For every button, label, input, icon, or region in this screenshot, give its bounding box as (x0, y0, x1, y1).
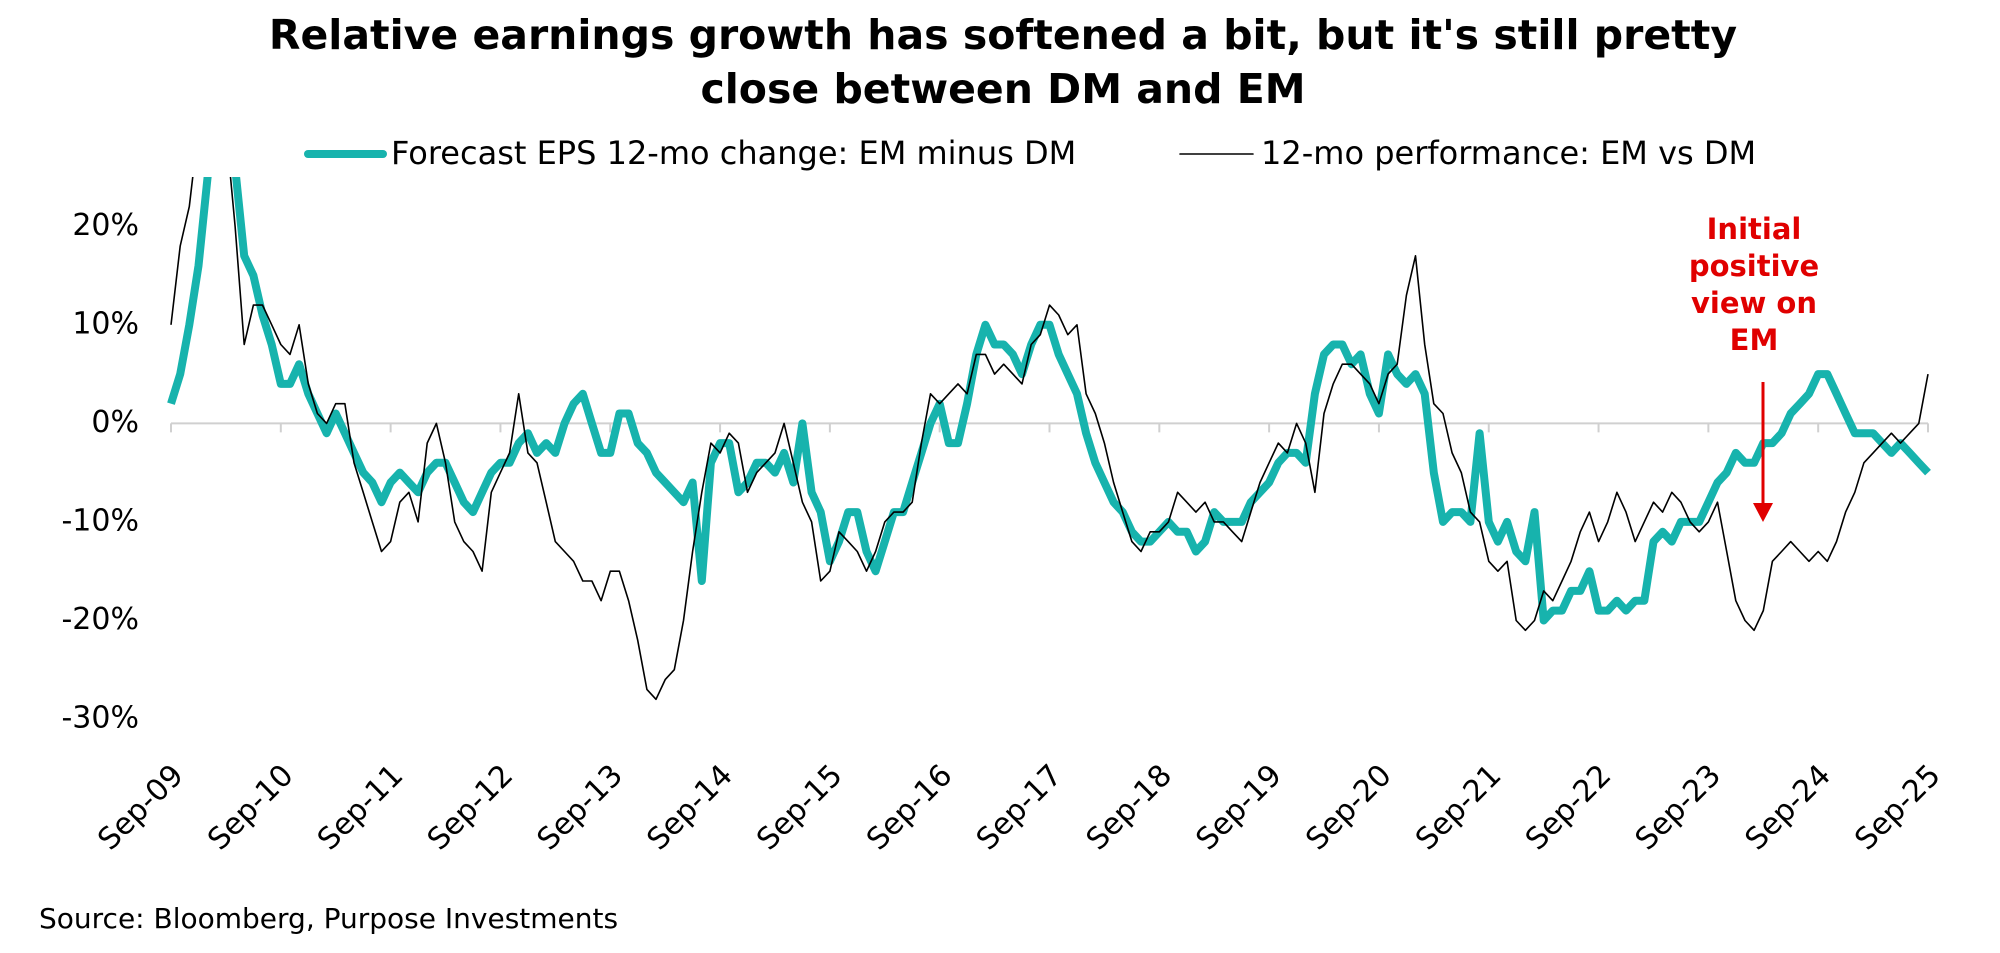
y-tick-label: 20% (72, 208, 139, 243)
x-tick-label: Sep-24 (1738, 758, 1837, 857)
annotation-text: view on (1691, 286, 1817, 320)
x-tick-label: Sep-20 (1299, 758, 1398, 857)
plot-area (167, 177, 1931, 701)
x-tick-label: Sep-25 (1848, 758, 1947, 857)
x-tick-label: Sep-13 (531, 758, 630, 857)
annotation-text: EM (1730, 323, 1779, 357)
x-tick-label: Sep-22 (1519, 758, 1618, 857)
series-line (170, 177, 1929, 701)
series-line (167, 177, 1931, 625)
y-tick-label: -20% (61, 602, 139, 637)
x-tick-label: Sep-15 (750, 758, 849, 857)
source-note: Source: Bloomberg, Purpose Investments (39, 902, 618, 935)
x-tick-label: Sep-17 (970, 758, 1069, 857)
x-tick-label: Sep-21 (1409, 758, 1508, 857)
x-tick-label: Sep-12 (421, 758, 520, 857)
x-tick-label: Sep-18 (1080, 758, 1179, 857)
annotation-text: positive (1689, 249, 1819, 283)
x-tick-label: Sep-09 (91, 758, 190, 857)
x-tick-label: Sep-14 (640, 758, 739, 857)
y-tick-label: 10% (72, 306, 139, 341)
x-tick-label: Sep-19 (1189, 758, 1288, 857)
x-tick-label: Sep-16 (860, 758, 959, 857)
legend-label: Forecast EPS 12-mo change: EM minus DM (391, 134, 1076, 172)
x-tick-label: Sep-11 (311, 758, 410, 857)
annotation-text: Initial (1707, 212, 1802, 246)
legend-label: 12-mo performance: EM vs DM (1261, 134, 1756, 172)
annotation-arrowhead (1753, 503, 1773, 522)
y-tick-label: 0% (91, 405, 139, 440)
x-tick-label: Sep-10 (201, 758, 300, 857)
chart-title: Relative earnings growth has softened a … (268, 11, 1738, 113)
x-tick-label: Sep-23 (1629, 758, 1728, 857)
y-tick-label: -10% (61, 503, 139, 538)
y-tick-label: -30% (61, 701, 139, 736)
